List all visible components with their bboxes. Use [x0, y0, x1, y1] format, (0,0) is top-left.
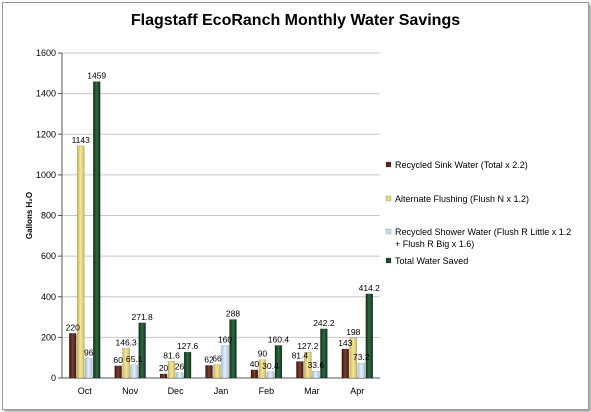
- y-tick-label: 800: [41, 211, 56, 221]
- data-labels: 220 1143 96 1459 60 146.3 65.1 271.8 20 81.6 26 127…: [66, 71, 381, 373]
- bar: [320, 328, 328, 379]
- legend-label: Total Water Saved: [395, 256, 468, 266]
- y-tick-label: 1600: [36, 48, 56, 58]
- legend-label: + Flush R Big x 1.6): [395, 239, 474, 249]
- y-tick-label: 400: [41, 292, 56, 302]
- data-label: 60: [113, 355, 123, 365]
- data-label: 73.2: [353, 352, 370, 362]
- bar: [114, 365, 122, 379]
- x-tick-label: Mar: [304, 386, 320, 396]
- data-label: 271.8: [132, 312, 154, 322]
- legend-swatch: [385, 161, 392, 168]
- bar: [183, 351, 192, 379]
- data-label: 242.2: [313, 318, 335, 328]
- bar: [312, 370, 320, 379]
- data-label: 66: [212, 354, 222, 364]
- gridlines: [62, 52, 380, 379]
- legend-label: Recycled Shower Water (Flush R Little x …: [395, 227, 571, 237]
- legend-label: Recycled Sink Water (Total x 2.2): [395, 160, 528, 170]
- data-label: 26: [175, 362, 185, 372]
- data-label: 81.4: [292, 350, 309, 360]
- bar: [122, 348, 130, 379]
- data-label: 40: [250, 359, 260, 369]
- data-label: 146.3: [116, 337, 138, 347]
- bar: [205, 365, 213, 379]
- bar: [304, 351, 312, 379]
- bar: [266, 371, 275, 379]
- y-tick-label: 600: [41, 251, 56, 261]
- bar: [365, 293, 374, 379]
- y-tick-label: 200: [41, 332, 56, 342]
- bar: [159, 373, 168, 379]
- bar: [130, 364, 138, 379]
- data-label: 1143: [72, 135, 91, 145]
- y-tick-label: 1400: [36, 89, 56, 99]
- data-label: 90: [258, 349, 268, 359]
- y-axis-title: Gallons H₂O: [25, 192, 34, 239]
- y-tick-label: 0: [51, 373, 56, 383]
- bars: [68, 81, 374, 379]
- y-tick-label: 1200: [36, 129, 56, 139]
- legend: Recycled Sink Water (Total x 2.2) Alterna…: [385, 160, 571, 266]
- data-label: 1459: [87, 71, 106, 81]
- legend-label: Alternate Flushing (Flush N x 1.2): [395, 194, 529, 204]
- x-tick-label: Nov: [122, 386, 139, 396]
- bar: [296, 361, 304, 379]
- bar: [258, 359, 267, 379]
- data-label: 160.4: [268, 334, 290, 344]
- bar: [250, 369, 259, 379]
- bar: [175, 372, 184, 379]
- legend-swatch: [385, 195, 392, 202]
- x-tick-label: Dec: [168, 386, 185, 396]
- data-label: 143: [338, 338, 352, 348]
- data-label: 127.2: [297, 341, 319, 351]
- bar: [213, 364, 221, 379]
- bar: [76, 145, 85, 379]
- bar: [341, 348, 350, 379]
- x-tick-label: Feb: [259, 386, 275, 396]
- data-label: 96: [84, 348, 94, 358]
- data-label: 33.6: [308, 360, 325, 370]
- bar: [68, 333, 77, 379]
- chart-title: Flagstaff EcoRanch Monthly Water Savings: [130, 12, 461, 29]
- bar: [92, 81, 101, 379]
- x-tick-label: Jan: [214, 386, 229, 396]
- data-label: 414.2: [359, 283, 381, 293]
- data-label: 65.1: [126, 354, 143, 364]
- bar: [229, 319, 237, 379]
- data-label: 81.6: [163, 350, 180, 360]
- bar: [84, 358, 93, 379]
- legend-swatch: [385, 257, 392, 264]
- bar: [138, 322, 146, 379]
- data-label: 198: [346, 327, 360, 337]
- bar: [274, 345, 283, 379]
- bar: [221, 345, 229, 379]
- legend-swatch: [385, 228, 392, 235]
- data-label: 20: [159, 363, 169, 373]
- data-label: 288: [226, 309, 240, 319]
- data-label: 220: [66, 322, 80, 332]
- x-tick-label: Oct: [78, 386, 93, 396]
- bar: [167, 361, 176, 379]
- data-label: 30.4: [262, 361, 279, 371]
- data-label: 127.6: [177, 341, 199, 351]
- y-tick-label: 1000: [36, 170, 56, 180]
- bar: [357, 362, 366, 379]
- data-label: 160: [218, 335, 232, 345]
- x-tick-label: Apr: [350, 386, 364, 396]
- data-label: 62: [204, 354, 214, 364]
- bar: [349, 337, 358, 379]
